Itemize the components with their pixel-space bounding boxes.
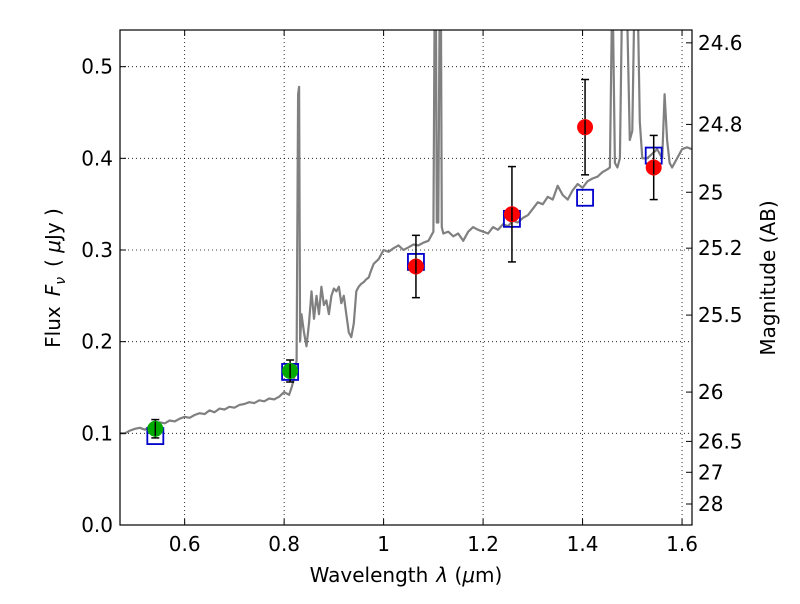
y-axis-label: Flux Fν ( μJy ) [41, 208, 69, 348]
x-tick-label: 1.6 [666, 532, 698, 556]
y-axis-label-unit-rest: Jy ) [41, 208, 65, 242]
x-axis-label-unit-open: ( [448, 563, 462, 587]
y2-tick-label: 24.6 [698, 31, 743, 55]
y-axis-label-unit-open: ( [41, 253, 65, 267]
x-tick-label: 0.8 [268, 532, 300, 556]
y-tick-label: 0.5 [81, 55, 113, 79]
y-tick-label: 0.0 [81, 513, 113, 537]
x-axis-label-unit-rest: m) [475, 563, 502, 587]
y-tick-label: 0.2 [81, 330, 113, 354]
y2-tick-label: 26.5 [698, 429, 743, 453]
y-tick-label: 0.3 [81, 238, 113, 262]
y-axis-label-text: Flux [41, 306, 65, 348]
x-axis-label: Wavelength λ (μm) [310, 563, 503, 587]
plot-area [120, 30, 692, 445]
y2-tick-label: 25.2 [698, 236, 743, 260]
y-axis-label-sub: ν [53, 277, 69, 285]
y2-tick-label: 26 [698, 380, 723, 404]
y-tick-label: 0.4 [81, 146, 113, 170]
y2-tick-label: 25 [698, 180, 723, 204]
x-axis-label-text: Wavelength [310, 563, 429, 587]
model-square-marker [576, 188, 594, 207]
y2-axis-label: Magnitude (AB) [756, 200, 780, 355]
y2-tick-label: 24.8 [698, 112, 743, 136]
axis-ticks: 0.6 0.8 1 1.2 1.4 1.6 0.0 0.1 0.2 0.3 0.4 0.5 24.6 24… [81, 30, 743, 556]
x-tick-label: 0.6 [169, 532, 201, 556]
y2-tick-label: 27 [698, 460, 723, 484]
grid-lines [120, 30, 692, 525]
y-tick-label: 0.1 [81, 421, 113, 445]
x-tick-label: 1.4 [567, 532, 599, 556]
x-axis-label-symbol: λ [435, 563, 448, 587]
y2-tick-label: 28 [698, 492, 723, 516]
x-tick-label: 1 [377, 532, 390, 556]
y2-tick-label: 25.5 [698, 303, 743, 327]
spectrum-line [120, 30, 692, 435]
x-axis-label-unit-mu: μ [461, 563, 475, 587]
plot-frame [119, 29, 693, 526]
y-axis-label-symbol: F [41, 284, 65, 296]
y-axis-label-unit-mu: μ [41, 240, 65, 254]
x-tick-label: 1.2 [467, 532, 499, 556]
